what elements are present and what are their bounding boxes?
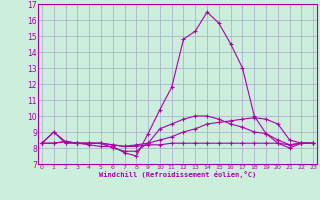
X-axis label: Windchill (Refroidissement éolien,°C): Windchill (Refroidissement éolien,°C) bbox=[99, 171, 256, 178]
